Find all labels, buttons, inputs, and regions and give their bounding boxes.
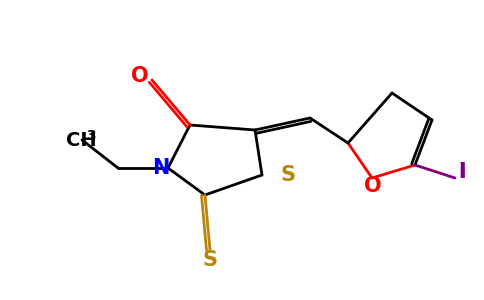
Text: S: S [280,165,295,185]
Text: I: I [458,162,466,182]
Text: S: S [202,250,217,270]
Text: O: O [364,176,382,196]
Text: CH: CH [66,130,97,149]
Text: i: i [458,162,466,182]
Text: 3: 3 [86,129,96,143]
Text: N: N [152,158,170,178]
Text: O: O [131,66,149,86]
